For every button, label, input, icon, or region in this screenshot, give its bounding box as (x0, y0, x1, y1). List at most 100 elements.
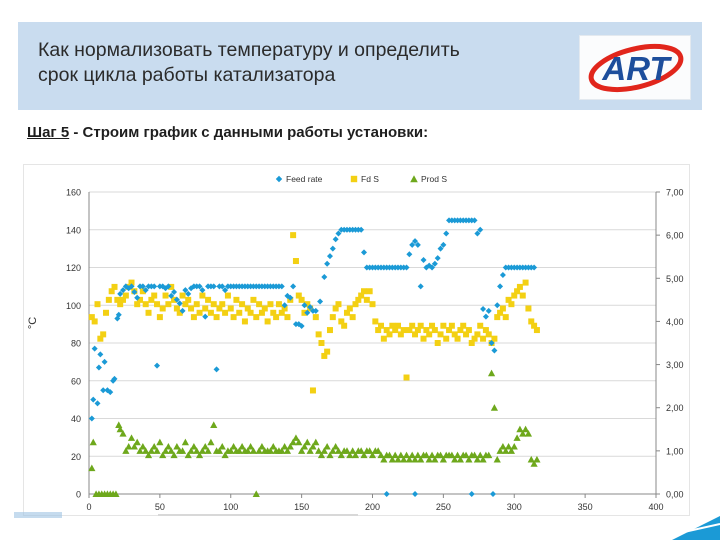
point-2-154 (521, 425, 530, 433)
point-1-112 (406, 327, 413, 334)
x-tick-label-200: 200 (365, 502, 380, 512)
point-2-141 (485, 451, 493, 459)
point-2-48 (221, 451, 229, 459)
footer-left-mark (14, 512, 62, 518)
point-2-31 (173, 442, 181, 450)
point-2-41 (201, 442, 209, 450)
point-1-153 (522, 279, 529, 286)
point-1-93 (352, 301, 359, 308)
point-2-36 (187, 447, 195, 454)
point-1-126 (446, 327, 453, 334)
point-1-104 (383, 327, 390, 334)
point-0-9 (107, 389, 114, 396)
point-2-106 (385, 451, 394, 459)
point-2-111 (400, 455, 408, 463)
point-1-26 (162, 292, 169, 299)
point-2-142 (487, 369, 496, 377)
point-2-30 (170, 451, 178, 459)
point-2-51 (229, 442, 238, 450)
point-2-148 (504, 442, 513, 450)
footer-corner-stripe (683, 523, 720, 533)
point-0-141 (480, 306, 487, 313)
x-tick-label-400: 400 (648, 502, 663, 512)
point-2-143 (490, 404, 499, 411)
point-1-37 (193, 301, 200, 308)
step-text: Строим график с данными работы установки… (82, 124, 429, 141)
point-1-152 (519, 292, 526, 299)
point-2-38 (193, 447, 201, 454)
point-1-44 (213, 314, 220, 321)
point-1-114 (412, 331, 419, 338)
y2-tick-label-3: 3,00 (666, 360, 684, 370)
point-1-149 (511, 292, 518, 299)
point-1-65 (273, 314, 280, 321)
point-2-23 (150, 442, 158, 450)
legend-marker-2 (410, 175, 418, 183)
point-0-123 (429, 264, 436, 271)
point-0-90 (335, 230, 342, 237)
point-2-99 (366, 447, 374, 454)
point-0-138 (471, 217, 478, 224)
point-1-133 (465, 327, 472, 334)
y-tick-label-40: 40 (71, 414, 81, 424)
point-0-142 (482, 313, 489, 320)
chart-axes (88, 191, 660, 498)
point-1-123 (437, 331, 444, 338)
point-2-29 (167, 447, 175, 454)
y2-tick-label-7: 7,00 (666, 188, 684, 198)
point-0-81 (307, 304, 314, 311)
point-2-87 (332, 442, 340, 450)
x-axis-ticks: 0 50 100 150 200 250 300 350 400 (86, 502, 663, 512)
point-2-25 (156, 438, 164, 446)
point-0-80 (304, 309, 311, 316)
point-0-148 (499, 272, 506, 279)
point-1-1 (91, 318, 98, 325)
point-0-162 (489, 491, 496, 497)
point-1-125 (443, 335, 450, 342)
x-tick-label-350: 350 (578, 502, 593, 512)
point-0-86 (324, 260, 331, 267)
point-1-48 (224, 292, 231, 299)
point-1-84 (326, 327, 333, 334)
point-1-129 (454, 335, 461, 342)
point-1-38 (196, 309, 203, 316)
point-2-129 (451, 455, 459, 463)
point-1-122 (434, 340, 441, 346)
point-1-4 (100, 331, 107, 338)
point-1-91 (346, 305, 353, 312)
point-1-81 (318, 340, 325, 346)
y2-tick-label-6: 6,00 (666, 231, 684, 241)
point-2-139 (479, 455, 487, 463)
point-1-108 (395, 322, 402, 329)
point-2-18 (136, 447, 144, 454)
point-0-75 (290, 283, 297, 290)
point-1-111 (403, 374, 410, 381)
point-0-140 (477, 226, 484, 233)
title-line-1: Как нормализовать температуру и определи… (38, 39, 460, 61)
point-1-27 (165, 301, 172, 308)
x-tick-label-150: 150 (294, 502, 309, 512)
point-1-120 (429, 322, 436, 329)
point-1-94 (355, 296, 362, 303)
point-1-143 (494, 314, 501, 321)
point-1-34 (185, 296, 192, 303)
point-2-9 (112, 490, 120, 497)
point-1-146 (502, 314, 509, 321)
point-2-14 (125, 442, 133, 450)
y2-tick-label-2: 2,00 (666, 403, 684, 413)
point-1-157 (533, 327, 540, 334)
point-1-121 (431, 327, 438, 334)
point-1-17 (137, 296, 144, 303)
point-2-116 (414, 451, 422, 459)
point-2-152 (516, 425, 524, 433)
point-2-60 (255, 447, 263, 454)
point-1-25 (159, 305, 166, 312)
y2-tick-label-0: 0,00 (666, 490, 684, 500)
y-axis-right-ticks: 0,00 1,00 2,00 3,00 4,00 5,00 6,00 7,00 (666, 188, 684, 500)
point-2-137 (473, 455, 481, 463)
point-1-150 (514, 288, 521, 295)
slide-title: Как нормализовать температуру и определи… (38, 38, 558, 88)
point-1-83 (324, 348, 331, 355)
point-2-20 (142, 447, 150, 454)
point-1-33 (182, 301, 189, 308)
